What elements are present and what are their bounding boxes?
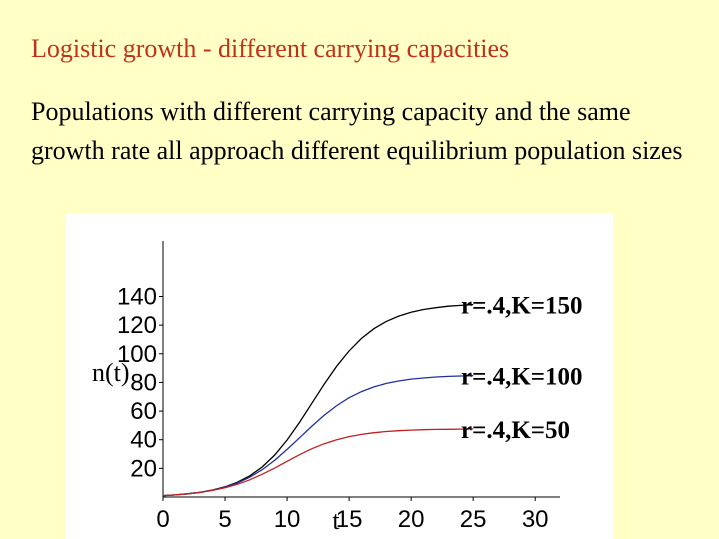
x-tick-label: 10 <box>274 506 301 533</box>
y-tick-label: 80 <box>130 369 157 396</box>
y-axis-title: n(t) <box>92 358 130 387</box>
x-tick-label: 25 <box>460 506 487 533</box>
series-line-1 <box>162 303 474 497</box>
y-tick-label: 20 <box>130 455 157 482</box>
logistic-growth-chart: 0 5 10 15 20 25 30 20 40 60 80 100 120 140 t n(t) r=.4,K… <box>66 213 613 539</box>
chart-canvas: 0 5 10 15 20 25 3020406080100120140tn(t)r=.4,K… <box>92 241 583 535</box>
x-tick-label: 0 <box>156 506 169 533</box>
y-tick-label: 60 <box>130 398 157 425</box>
slide-title: Logistic growth - different carrying cap… <box>31 34 510 63</box>
x-tick-label: 5 <box>218 506 231 533</box>
y-tick-label: 120 <box>117 312 157 339</box>
series-label-3: r=.4,K=50 <box>461 417 570 444</box>
y-tick-label: 100 <box>117 341 157 368</box>
series-line-3 <box>162 428 474 497</box>
x-tick-label: 30 <box>522 506 549 533</box>
slide-body-text: Populations with different carrying capa… <box>31 97 683 165</box>
x-tick-label: 15 <box>336 506 363 533</box>
series-label-2: r=.4,K=100 <box>461 364 583 391</box>
x-axis-title: t <box>332 506 340 535</box>
y-tick-label: 40 <box>130 427 157 454</box>
x-tick-label: 20 <box>398 506 425 533</box>
y-tick-label: 140 <box>117 283 157 310</box>
series-label-1: r=.4,K=150 <box>461 293 583 320</box>
